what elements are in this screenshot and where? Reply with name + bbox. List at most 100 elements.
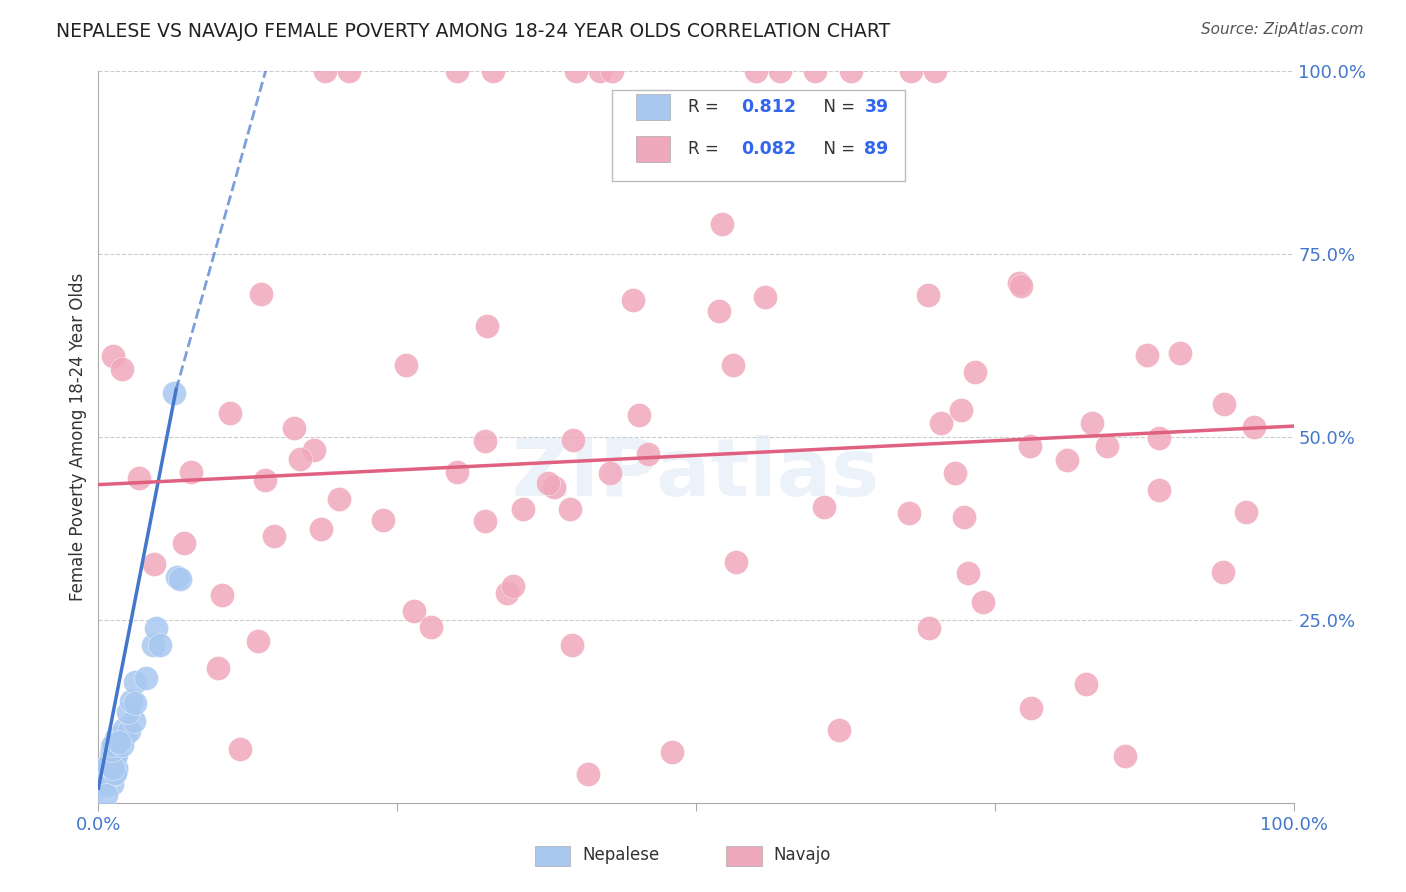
Point [1149,483,1171,498]
Point [727,161,749,175]
Point [180,465,202,479]
Point [211,588,233,602]
Text: N =: N = [813,140,860,158]
FancyBboxPatch shape [613,90,905,181]
FancyBboxPatch shape [534,846,571,866]
Point [917,288,939,302]
Point [96,772,118,787]
Point [474,514,496,528]
Point [949,403,972,417]
Point [446,465,468,479]
Point [104,760,127,774]
Point [1056,453,1078,467]
Point [128,471,150,485]
Text: Source: ZipAtlas.com: Source: ZipAtlas.com [1201,22,1364,37]
Point [1212,565,1234,579]
Point [543,480,565,494]
Point [621,293,644,307]
Point [97,759,120,773]
Point [1136,348,1159,362]
Point [118,724,141,739]
Point [721,358,744,372]
Point [101,761,124,775]
Point [420,620,443,634]
Point [1234,505,1257,519]
Point [100,747,122,761]
Point [173,536,195,550]
Text: 39: 39 [865,98,889,116]
Point [302,443,325,458]
Point [1114,749,1136,764]
Point [917,621,939,635]
Point [475,318,498,333]
Point [104,766,127,780]
Point [103,747,125,762]
Point [263,529,285,543]
Point [627,408,650,422]
Text: 0.082: 0.082 [741,140,796,158]
Point [924,64,946,78]
Point [725,555,748,569]
Point [661,745,683,759]
Point [328,491,350,506]
Point [117,705,139,719]
Point [813,500,835,514]
Point [111,362,134,376]
Point [101,739,124,753]
Point [101,738,124,752]
Point [599,466,621,480]
Point [104,762,127,776]
Point [103,756,125,770]
Point [828,723,851,737]
Point [103,349,125,363]
Point [101,768,124,782]
Text: ZIPatlas: ZIPatlas [512,434,880,513]
Point [104,747,127,762]
Point [229,741,252,756]
Point [395,358,418,372]
Text: N =: N = [813,98,860,116]
Point [589,64,612,78]
Point [972,595,994,609]
Text: R =: R = [688,140,724,158]
Point [1081,417,1104,431]
Text: 89: 89 [865,140,889,158]
Point [953,509,976,524]
Point [1074,677,1097,691]
Point [219,406,242,420]
FancyBboxPatch shape [637,94,669,120]
Point [94,789,117,803]
Point [512,501,534,516]
Point [560,501,582,516]
Point [315,64,337,78]
Point [496,585,519,599]
Point [1019,700,1042,714]
Point [1147,431,1170,445]
Point [1213,397,1236,411]
Point [537,475,560,490]
Point [1243,420,1265,434]
Point [101,743,124,757]
Point [120,694,142,708]
Point [93,778,115,792]
Point [707,304,730,318]
Point [283,421,305,435]
Point [768,64,790,78]
Point [207,660,229,674]
Point [578,766,600,780]
Point [339,64,361,78]
Point [246,634,269,648]
Point [841,64,863,78]
Point [754,290,776,304]
Point [1010,279,1032,293]
Point [1095,439,1118,453]
Point [145,620,167,634]
Point [502,579,524,593]
Text: R =: R = [688,98,724,116]
Point [166,570,188,584]
Point [561,639,583,653]
Point [142,639,165,653]
Point [163,386,186,401]
Point [804,64,827,78]
Text: NEPALESE VS NAVAJO FEMALE POVERTY AMONG 18-24 YEAR OLDS CORRELATION CHART: NEPALESE VS NAVAJO FEMALE POVERTY AMONG … [56,22,890,41]
